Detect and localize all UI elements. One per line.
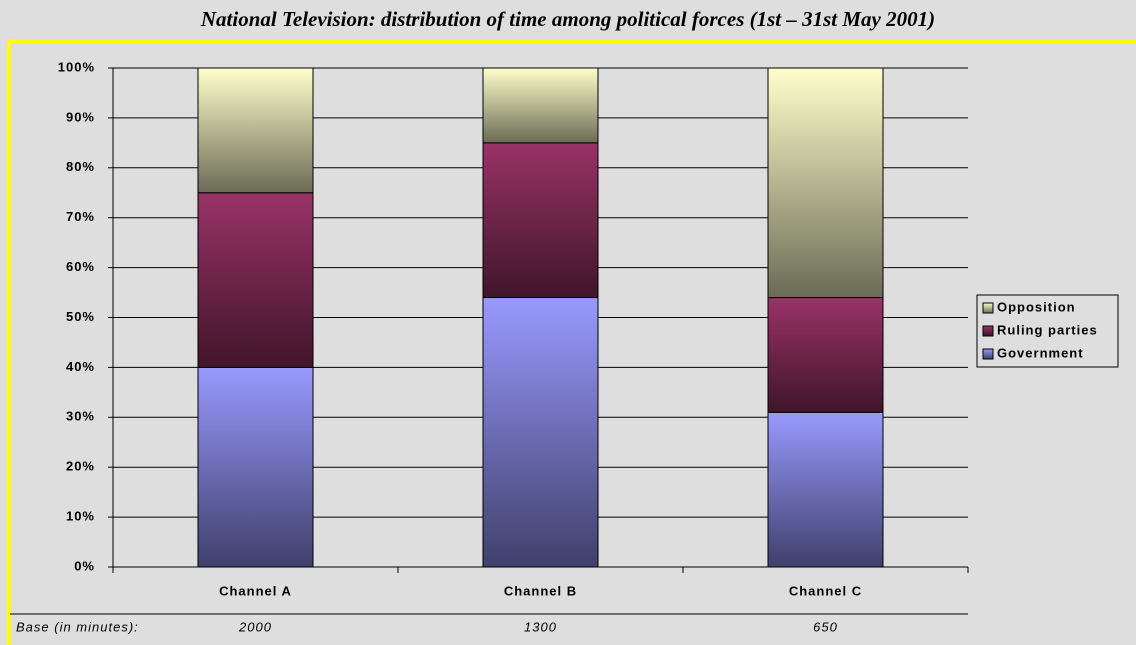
legend-label: Ruling parties	[997, 322, 1098, 337]
base-label: Base (in minutes):	[16, 619, 139, 634]
x-tick-label: Channel C	[789, 583, 862, 598]
bar-segment	[767, 67, 884, 299]
chart-title: National Television: distribution of tim…	[200, 7, 935, 31]
base-value: 1300	[524, 619, 557, 634]
bar-segment	[767, 297, 884, 413]
x-tick-label: Channel B	[504, 583, 577, 598]
y-tick-label: 20%	[66, 459, 95, 474]
y-tick-label: 60%	[66, 259, 95, 274]
base-value: 650	[813, 619, 838, 634]
legend-label: Opposition	[997, 299, 1076, 314]
y-tick-label: 10%	[66, 509, 95, 524]
y-tick-label: 90%	[66, 109, 95, 124]
legend-label: Government	[997, 345, 1084, 360]
bar-segment	[482, 142, 599, 299]
bar-segment	[197, 67, 314, 194]
legend-swatch	[982, 325, 994, 337]
legend-box	[976, 294, 1119, 368]
y-tick-label: 30%	[66, 409, 95, 424]
x-tick-label: Channel A	[219, 583, 292, 598]
legend-swatch	[982, 302, 994, 314]
bar-segment	[482, 67, 599, 144]
y-tick-label: 50%	[66, 309, 95, 324]
base-value: 2000	[238, 619, 272, 634]
y-tick-label: 80%	[66, 159, 95, 174]
y-tick-label: 40%	[66, 359, 95, 374]
bar-segment	[482, 297, 599, 568]
bar-segment	[197, 192, 314, 368]
bar-segment	[767, 411, 884, 568]
legend-swatch	[982, 348, 994, 360]
bar-segment	[197, 366, 314, 568]
y-tick-label: 100%	[58, 59, 95, 74]
y-tick-label: 0%	[74, 558, 95, 573]
y-tick-label: 70%	[66, 209, 95, 224]
